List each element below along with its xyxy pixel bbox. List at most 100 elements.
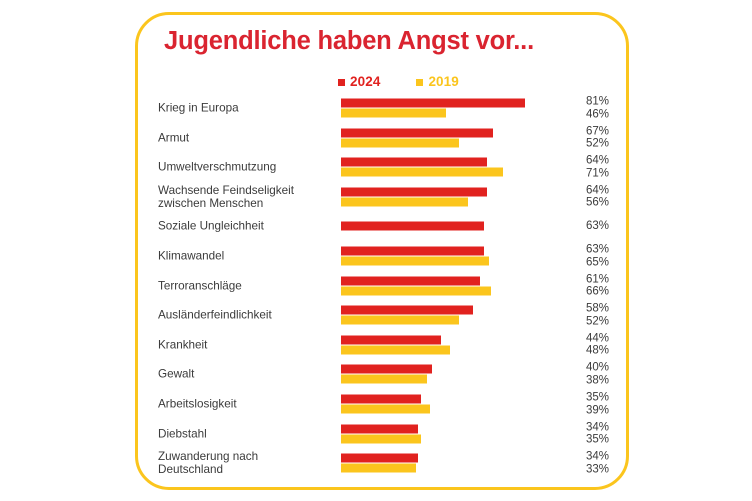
- bar-2024: [341, 128, 494, 138]
- page-title: Jugendliche haben Angst vor...: [164, 27, 534, 55]
- bar-2019: [341, 286, 492, 296]
- value-2024: 61%: [586, 273, 610, 286]
- category-label: Zuwanderung nach Deutschland: [158, 450, 259, 477]
- legend-label-2024: 2024: [350, 73, 381, 89]
- category-label: Terroranschläge: [158, 279, 242, 293]
- chart-row: Terroranschläge 61% 66%: [0, 273, 752, 299]
- bar-2019: [341, 434, 421, 444]
- value-2019: 65%: [586, 256, 610, 268]
- chart-row: Umweltverschmutzung 64% 71%: [0, 154, 752, 180]
- value-labels: 40% 38%: [586, 361, 622, 387]
- bar-2019: [341, 463, 417, 473]
- bar-2024: [341, 98, 526, 108]
- value-2024: 40%: [586, 361, 610, 374]
- value-2024: 34%: [586, 421, 610, 434]
- bar-group: [341, 246, 581, 266]
- value-2019: 56%: [586, 196, 610, 209]
- bar-group: [341, 424, 581, 444]
- value-2024: 34%: [586, 450, 610, 463]
- bar-2019: [341, 138, 460, 148]
- legend-item-2024: 2024: [338, 74, 380, 89]
- value-2019: 35%: [586, 433, 610, 446]
- bar-group: [341, 157, 581, 177]
- bar-2024: [341, 424, 419, 434]
- value-labels: 81% 46%: [586, 96, 622, 120]
- chart-row: Armut 67% 52%: [0, 125, 752, 151]
- bar-2019: [341, 256, 489, 266]
- value-labels: 64% 71%: [586, 154, 622, 179]
- category-label: Wachsende Feindseligkeit zwischen Mensch…: [158, 183, 294, 210]
- bar-group: [341, 217, 581, 236]
- bar-group: [341, 394, 581, 414]
- chart-row: Diebstahl 34% 35%: [0, 421, 752, 447]
- bar-2024: [341, 394, 421, 404]
- value-2019: 38%: [586, 374, 610, 387]
- bar-2019: [341, 108, 446, 118]
- category-label: Klimawandel: [158, 249, 225, 263]
- value-2024: 64%: [586, 154, 610, 167]
- value-2019: 48%: [586, 344, 610, 357]
- category-label: Arbeitslosigkeit: [158, 397, 237, 411]
- bar-2024: [341, 364, 432, 374]
- value-labels: 63%: [586, 213, 622, 239]
- value-2019: 52%: [586, 137, 610, 150]
- bar-2024: [341, 187, 487, 197]
- value-2019: 46%: [586, 108, 610, 120]
- chart-row: Krieg in Europa 81% 46%: [0, 95, 752, 121]
- bar-2024: [341, 246, 485, 256]
- chart-legend: 2024 2019: [338, 73, 459, 89]
- value-2019: 52%: [586, 315, 610, 328]
- value-labels: 64% 56%: [586, 184, 622, 209]
- bar-group: [341, 128, 581, 148]
- legend-swatch-2024-icon: [338, 78, 345, 86]
- value-2024: 63%: [586, 243, 610, 256]
- bar-group: [341, 276, 581, 296]
- category-label: Diebstahl: [158, 427, 207, 441]
- category-label: Krieg in Europa: [158, 101, 239, 115]
- value-labels: 61% 66%: [586, 273, 622, 298]
- bar-2019: [341, 167, 503, 177]
- bar-group: [341, 453, 581, 473]
- chart-row: Zuwanderung nach Deutschland 34% 33%: [0, 450, 752, 476]
- value-2024: 58%: [586, 302, 610, 315]
- legend-label-2019: 2019: [428, 73, 459, 89]
- bar-2024: [341, 335, 442, 345]
- value-2019: 33%: [586, 463, 610, 476]
- chart-row: Krankheit 44% 48%: [0, 332, 752, 358]
- chart-row: Gewalt 40% 38%: [0, 361, 752, 387]
- bar-2019: [341, 315, 460, 325]
- bar-2019: [341, 345, 451, 355]
- value-2024: 44%: [586, 332, 610, 345]
- value-2024: 35%: [586, 391, 610, 404]
- chart-row: Wachsende Feindseligkeit zwischen Mensch…: [0, 184, 752, 210]
- legend-swatch-2019-icon: [416, 78, 424, 86]
- bar-group: [341, 364, 581, 384]
- value-labels: 63% 65%: [586, 243, 622, 268]
- category-label: Ausländerfeindlichkeit: [158, 308, 272, 322]
- chart-row: Soziale Ungleichheit 63%: [0, 213, 752, 239]
- bar-2024: [341, 221, 485, 231]
- chart-row: Arbeitslosigkeit 35% 39%: [0, 391, 752, 417]
- chart-row: Ausländerfeindlichkeit 58% 52%: [0, 302, 752, 328]
- value-labels: 34% 33%: [586, 450, 622, 476]
- bar-2024: [341, 157, 487, 167]
- value-2024: 64%: [586, 184, 610, 197]
- value-labels: 58% 52%: [586, 302, 622, 328]
- category-label: Soziale Ungleichheit: [158, 219, 264, 233]
- value-2024: 63%: [586, 219, 610, 232]
- bar-2024: [341, 453, 419, 463]
- bar-group: [341, 335, 581, 355]
- bar-2019: [341, 374, 428, 384]
- category-label: Gewalt: [158, 367, 195, 381]
- bar-group: [341, 98, 581, 118]
- bar-2024: [341, 305, 473, 315]
- value-2019: 66%: [586, 285, 610, 298]
- category-label: Krankheit: [158, 338, 208, 352]
- value-labels: 67% 52%: [586, 126, 622, 150]
- chart-row: Klimawandel 63% 65%: [0, 243, 752, 269]
- bar-group: [341, 305, 581, 325]
- value-labels: 44% 48%: [586, 332, 622, 357]
- category-label: Umweltverschmutzung: [158, 160, 277, 174]
